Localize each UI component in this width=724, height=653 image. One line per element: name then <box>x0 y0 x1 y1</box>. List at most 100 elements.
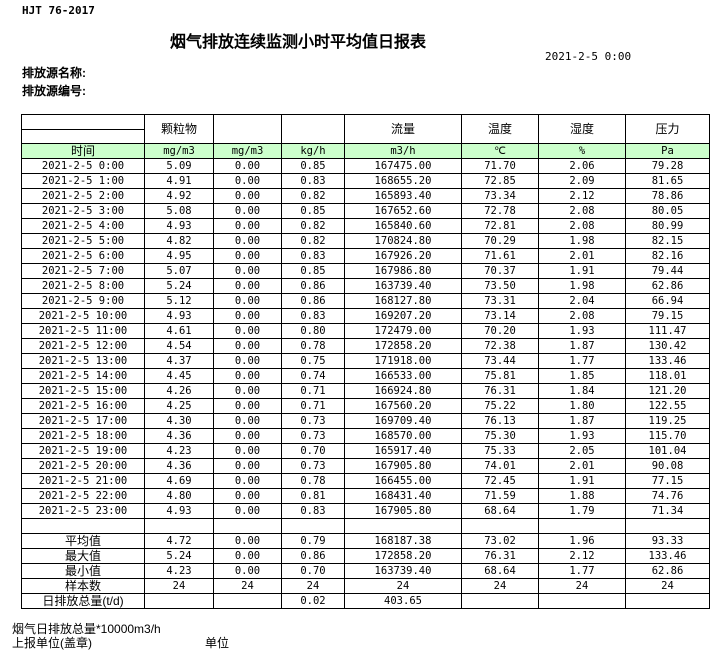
stats-row: 平均值 4.72 0.00 0.79 168187.38 73.02 1.96 93.33 <box>21 533 710 549</box>
table-row-cell: 79.28 <box>625 158 710 174</box>
table-row-cell: 1.88 <box>538 488 626 504</box>
table-row-cell: 0.00 <box>213 233 282 249</box>
table-row-cell: 168431.40 <box>344 488 462 504</box>
table-row-cell: 79.44 <box>625 263 710 279</box>
stats-row-cell: 68.64 <box>461 563 539 579</box>
table-row-cell: 4.37 <box>144 353 214 369</box>
table-row-cell: 73.44 <box>461 353 539 369</box>
table-row-cell: 166533.00 <box>344 368 462 384</box>
table-row: 2021-2-5 22:00 4.80 0.00 0.81 168431.40 71.59… <box>21 488 710 504</box>
table-row-cell: 82.15 <box>625 233 710 249</box>
table-row-cell: 130.42 <box>625 338 710 354</box>
table-row-cell: 2021-2-5 19:00 <box>21 443 145 459</box>
table-row-cell: 2021-2-5 5:00 <box>21 233 145 249</box>
table-row-cell: 0.00 <box>213 413 282 429</box>
table-row-cell: 167652.60 <box>344 203 462 219</box>
table-row: 2021-2-5 20:00 4.36 0.00 0.73 167905.80 74.01… <box>21 458 710 474</box>
table-row: 2021-2-5 14:00 4.45 0.00 0.74 166533.00 75.81… <box>21 368 710 384</box>
table-row: 2021-2-5 11:00 4.61 0.00 0.80 172479.00 70.20… <box>21 323 710 339</box>
table-row-cell: 4.91 <box>144 173 214 189</box>
stats-row-cell: 62.86 <box>625 563 710 579</box>
table-row-cell: 2021-2-5 7:00 <box>21 263 145 279</box>
table-row-cell: 0.00 <box>213 398 282 414</box>
stats-row: 最大值 5.24 0.00 0.86 172858.20 76.31 2.12 133.46 <box>21 548 710 564</box>
table-row-cell: 4.25 <box>144 398 214 414</box>
table-row: 2021-2-5 8:00 5.24 0.00 0.86 163739.40 73.50 1… <box>21 278 710 294</box>
stats-row-cell: 4.72 <box>144 533 214 549</box>
table-row-cell: 2021-2-5 3:00 <box>21 203 145 219</box>
units-row-cell: Pa <box>625 143 710 159</box>
table-row-cell: 4.61 <box>144 323 214 339</box>
table-row-cell: 0.00 <box>213 323 282 339</box>
table-row: 2021-2-5 2:00 4.92 0.00 0.82 165893.40 73.34 2… <box>21 188 710 204</box>
table-row-cell: 4.93 <box>144 503 214 519</box>
table-row-cell: 0.00 <box>213 443 282 459</box>
table-row-cell: 163739.40 <box>344 278 462 294</box>
table-row-cell: 82.16 <box>625 248 710 264</box>
table-row-cell: 4.26 <box>144 383 214 399</box>
table-row-cell: 0.81 <box>281 488 345 504</box>
table-row-cell: 0.86 <box>281 278 345 294</box>
table-row-cell: 4.93 <box>144 308 214 324</box>
header-row-cell: 流量 <box>344 114 462 144</box>
table-row-cell: 72.85 <box>461 173 539 189</box>
table-row-cell: 1.79 <box>538 503 626 519</box>
flue-gas-total-note: 烟气日排放总量*10000m3/h <box>12 622 161 636</box>
stats-row-cell: 24 <box>144 578 214 594</box>
header-row-cell: 颗粒物 <box>144 114 214 144</box>
table-row-cell: 2.08 <box>538 203 626 219</box>
table-row-cell: 78.86 <box>625 188 710 204</box>
table-row-cell: 74.76 <box>625 488 710 504</box>
table-row-cell: 0.00 <box>213 338 282 354</box>
stats-row-cell: 0.86 <box>281 548 345 564</box>
table-row-cell: 101.04 <box>625 443 710 459</box>
table-row-cell: 1.77 <box>538 353 626 369</box>
table-row: 2021-2-5 21:00 4.69 0.00 0.78 166455.00 72.45… <box>21 473 710 489</box>
source-number-label: 排放源编号: <box>22 84 86 98</box>
unit-label: 单位 <box>205 636 230 650</box>
table-row-cell: 72.78 <box>461 203 539 219</box>
table-row-cell: 0.00 <box>213 203 282 219</box>
table-row-cell: 5.24 <box>144 278 214 294</box>
table-row-cell: 2021-2-5 8:00 <box>21 278 145 294</box>
table-row-cell: 2021-2-5 18:00 <box>21 428 145 444</box>
table-row-cell: 80.99 <box>625 218 710 234</box>
stats-row-cell: 样本数 <box>21 578 145 594</box>
table-row-cell: 70.20 <box>461 323 539 339</box>
stats-row-cell: 0.79 <box>281 533 345 549</box>
stats-row-cell: 5.24 <box>144 548 214 564</box>
table-row: 2021-2-5 23:00 4.93 0.00 0.83 167905.80 68.64… <box>21 503 710 519</box>
empty-row <box>21 518 710 534</box>
table-row-cell: 0.00 <box>213 473 282 489</box>
table-row-cell: 165840.60 <box>344 218 462 234</box>
table-row-cell: 0.82 <box>281 233 345 249</box>
table-row-cell: 4.80 <box>144 488 214 504</box>
table-row-cell: 68.64 <box>461 503 539 519</box>
empty-row-cell <box>625 518 710 534</box>
table-row-cell: 71.34 <box>625 503 710 519</box>
table-row-cell: 0.78 <box>281 338 345 354</box>
units-row-cell: 时间 <box>21 143 145 159</box>
table-row-cell: 2021-2-5 13:00 <box>21 353 145 369</box>
table-row-cell: 0.00 <box>213 428 282 444</box>
table-row-cell: 170824.80 <box>344 233 462 249</box>
empty-row-cell <box>344 518 462 534</box>
table-row-cell: 0.75 <box>281 353 345 369</box>
table-row-cell: 81.65 <box>625 173 710 189</box>
empty-row-cell <box>213 518 282 534</box>
table-row-cell: 2021-2-5 10:00 <box>21 308 145 324</box>
stats-row-cell: 日排放总量(t/d) <box>21 593 145 609</box>
stats-row-cell: 0.00 <box>213 563 282 579</box>
table-row-cell: 1.91 <box>538 473 626 489</box>
table-row-cell: 0.73 <box>281 458 345 474</box>
report-date: 2021-2-5 0:00 <box>545 50 632 63</box>
table-row-cell: 0.00 <box>213 248 282 264</box>
standard-code: HJT 76-2017 <box>22 4 95 17</box>
stats-row-cell: 1.77 <box>538 563 626 579</box>
stats-row: 日排放总量(t/d) 0.02 403.65 <box>21 593 710 609</box>
table-row-cell: 71.70 <box>461 158 539 174</box>
table-row-cell: 0.78 <box>281 473 345 489</box>
table-row: 2021-2-5 12:00 4.54 0.00 0.78 172858.20 72.38… <box>21 338 710 354</box>
table-row-cell: 1.93 <box>538 428 626 444</box>
table-row-cell: 172479.00 <box>344 323 462 339</box>
